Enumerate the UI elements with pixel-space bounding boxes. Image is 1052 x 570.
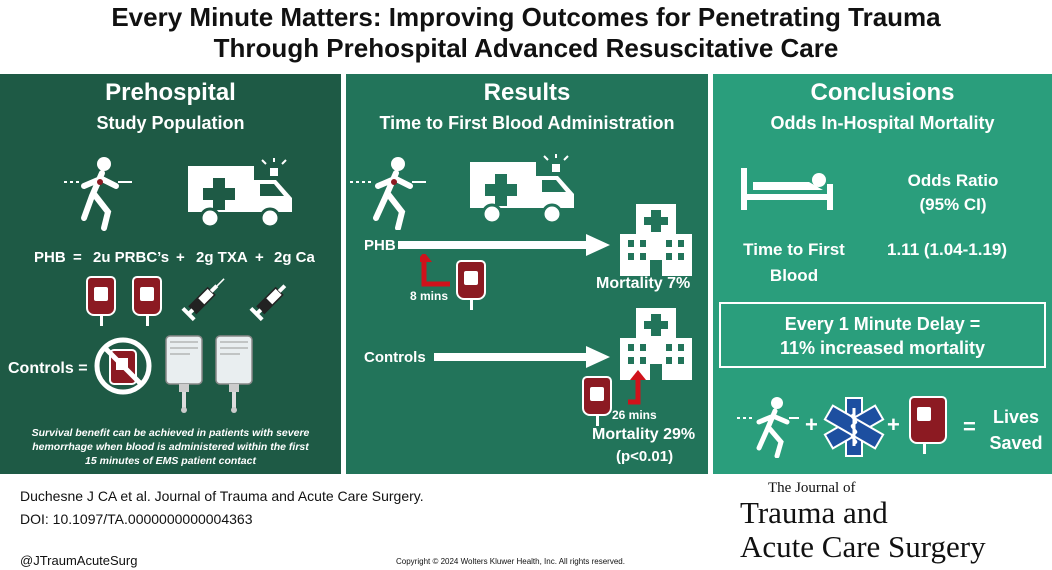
- calcium-label: 2g Ca: [274, 249, 315, 266]
- lives-saved-label: Lives Saved: [983, 404, 1049, 456]
- phb-equals: =: [73, 249, 82, 266]
- controls-label: Controls: [364, 349, 426, 366]
- page-title: Every Minute Matters: Improving Outcomes…: [0, 2, 1052, 64]
- hospital-icon: [620, 204, 692, 276]
- saved-text: Saved: [989, 433, 1043, 453]
- lives-text: Lives: [992, 407, 1040, 427]
- iv-bag-icon: [165, 335, 203, 413]
- syringe-icon: [181, 278, 225, 322]
- controls-arrow: [434, 346, 610, 368]
- controls-mortality: Mortality 29%: [592, 426, 696, 443]
- no-symbol-icon: [94, 337, 152, 395]
- phb-label: PHB: [34, 249, 66, 266]
- red-arrow-icon: [628, 370, 646, 405]
- blood-bag-icon: [909, 396, 947, 454]
- note-line-3: 15 minutes of EMS patient contact: [85, 455, 256, 467]
- conclusions-panel: Conclusions Odds In-Hospital Mortality O…: [713, 74, 1052, 474]
- citation: Duchesne J CA et al. Journal of Trauma a…: [20, 488, 424, 504]
- copyright: Copyright © 2024 Wolters Kluwer Health, …: [396, 557, 625, 566]
- doi[interactable]: DOI: 10.1097/TA.0000000000004363: [20, 511, 253, 527]
- injured-person-icon: [737, 397, 799, 458]
- delay-line-2: 11% increased mortality: [779, 338, 986, 358]
- injured-person-icon: [64, 157, 132, 231]
- note-line-2: hemorrhage when blood is administered wi…: [32, 441, 309, 453]
- title-line-2: Through Prehospital Advanced Resuscitati…: [213, 33, 839, 63]
- note-line-1: Survival benefit can be achieved in pati…: [31, 427, 310, 439]
- phb-time: 8 mins: [410, 289, 449, 303]
- odds-mortality-subheading: Odds In-Hospital Mortality: [770, 113, 995, 133]
- journal-logo-line-3: Acute Care Surgery: [740, 529, 986, 564]
- iv-bag-icon: [215, 335, 253, 413]
- study-population-subheading: Study Population: [96, 113, 245, 133]
- syringe-icon: [249, 284, 287, 322]
- injured-person-icon: [350, 157, 426, 230]
- journal-logo-line-1: The Journal of: [768, 480, 856, 496]
- time-to-blood-subheading: Time to First Blood Administration: [379, 113, 675, 133]
- odds-ratio-value: 1.11 (1.04-1.19): [887, 240, 1008, 259]
- time-to-first-blood-label: Time to First Blood: [729, 237, 859, 289]
- survival-benefit-note: Survival benefit can be achieved in pati…: [0, 426, 341, 468]
- ambulance-icon: [188, 158, 292, 229]
- star-of-life-icon: [823, 397, 885, 457]
- phb-mortality: Mortality 7%: [596, 275, 691, 292]
- equals-sign: =: [963, 414, 976, 439]
- blood-bag-icon: [86, 276, 116, 326]
- red-arrow-icon: [420, 254, 450, 287]
- plus-sign-1: +: [176, 249, 185, 266]
- conclusions-heading: Conclusions: [810, 79, 955, 106]
- results-panel: Results Time to First Blood Administrati…: [346, 74, 708, 474]
- blood-bag-icon: [582, 376, 612, 426]
- controls-label: Controls =: [8, 360, 88, 377]
- twitter-handle[interactable]: @JTraumAcuteSurg: [20, 553, 138, 568]
- prehospital-heading: Prehospital: [105, 79, 236, 106]
- odds-ratio-label: Odds Ratio: [907, 171, 999, 190]
- phb-label: PHB: [364, 237, 396, 254]
- patient-bed-icon: [741, 168, 833, 210]
- p-value: (p<0.01): [616, 448, 674, 465]
- plus-sign-1: +: [805, 412, 818, 437]
- ttfb-line-1: Time to First: [743, 240, 845, 259]
- plus-sign-2: +: [887, 412, 900, 437]
- plus-sign-2: +: [255, 249, 264, 266]
- controls-time: 26 mins: [612, 408, 657, 422]
- prehospital-panel: Prehospital Study Population PHB = 2u PR…: [0, 74, 341, 474]
- odds-ratio-header: Odds Ratio (95% CI): [893, 169, 1013, 217]
- blood-bag-icon: [456, 260, 486, 310]
- phb-arrow: [398, 234, 610, 256]
- ci-label: (95% CI): [919, 195, 987, 214]
- ambulance-icon: [470, 154, 574, 225]
- hospital-icon: [620, 308, 692, 380]
- journal-logo-line-2: Trauma and: [740, 495, 888, 530]
- ttfb-line-2: Blood: [769, 266, 819, 285]
- blood-bag-icon: [132, 276, 162, 326]
- prbc-label: 2u PRBC’s: [93, 249, 170, 266]
- minute-delay-box: Every 1 Minute Delay = 11% increased mor…: [719, 302, 1046, 368]
- title-line-1: Every Minute Matters: Improving Outcomes…: [111, 2, 941, 32]
- results-heading: Results: [483, 79, 571, 106]
- delay-line-1: Every 1 Minute Delay =: [784, 314, 981, 334]
- txa-label: 2g TXA: [196, 249, 248, 266]
